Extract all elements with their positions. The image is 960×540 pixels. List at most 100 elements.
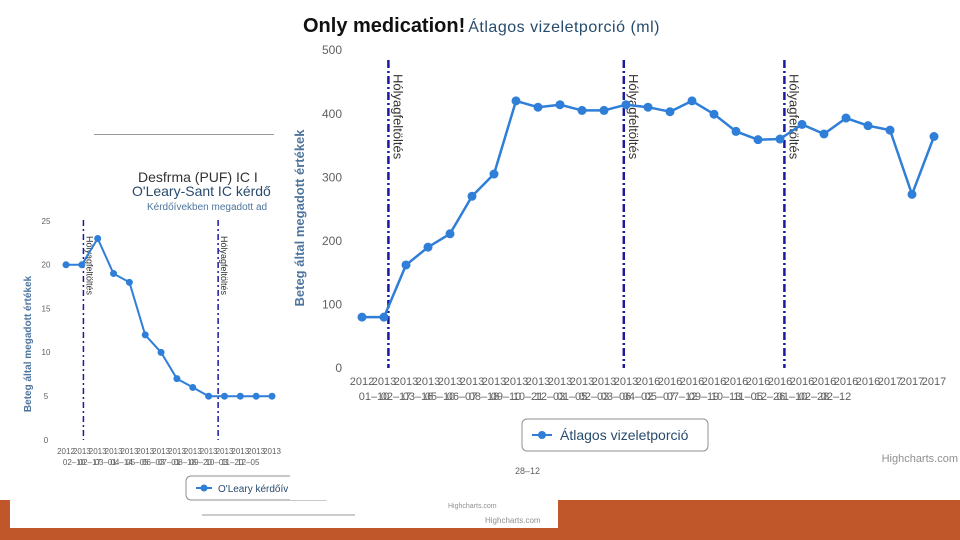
main-data-point-12[interactable]	[621, 100, 631, 110]
back-x-label-r2-9: 10–03	[205, 458, 228, 467]
urine-portion-chart: Beteg által megadott értékek 0 100 200 300 4…	[292, 43, 958, 476]
back-data-point-2[interactable]	[94, 235, 102, 243]
main-data-point-0[interactable]	[357, 312, 367, 322]
main-x-label-r2-0: 01–10	[359, 391, 390, 403]
main-x-label-r1-23: 2016	[856, 376, 880, 388]
main-x-label-r1-14: 2016	[658, 376, 682, 388]
main-x-label-r1-5: 2013	[460, 376, 484, 388]
main-data-point-14[interactable]	[665, 107, 675, 117]
back-credit-2: Highcharts.com	[485, 516, 541, 525]
main-data-point-8[interactable]	[533, 102, 543, 112]
back-x-label-r2-10: 11–20	[222, 458, 244, 467]
main-x-label-r2-12: 04–02	[623, 391, 654, 403]
back-data-point-8[interactable]	[189, 383, 197, 391]
main-x-label-r1-3: 2013	[416, 376, 440, 388]
main-y-tick-4: 400	[322, 107, 342, 121]
main-data-point-16[interactable]	[709, 109, 719, 119]
main-x-label-r2-8: 12–03	[535, 391, 566, 403]
back-x-label-r1-10: 2013	[216, 447, 234, 456]
back-y-tick-0: 0	[44, 436, 49, 445]
main-data-point-3[interactable]	[423, 242, 433, 252]
main-y-ticks: 0 100 200 300 400 500	[322, 43, 342, 375]
back-y-tick-3: 15	[42, 304, 51, 313]
main-x-label-r2-5: 08–18	[469, 391, 500, 403]
main-x-label-r1-6: 2013	[482, 376, 506, 388]
back-x-label-r2-7: 08–18	[174, 458, 197, 467]
main-data-point-25[interactable]	[907, 189, 917, 199]
back-x-label-r2-5: 06–03	[142, 458, 165, 467]
back-data-point-11[interactable]	[236, 392, 244, 400]
main-data-point-21[interactable]	[819, 129, 829, 139]
back-x-label-r1-7: 2013	[168, 447, 186, 456]
main-x-label-r2-3: 05–10	[425, 391, 456, 403]
main-x-label-r1-13: 2016	[636, 376, 660, 388]
main-data-point-9[interactable]	[555, 100, 565, 110]
main-x-label-r1-18: 2016	[746, 376, 770, 388]
main-data-point-18[interactable]	[753, 135, 763, 145]
back-x-label-r2-0: 02–10	[63, 458, 86, 467]
main-x-label-r2-14: 07–12	[667, 391, 698, 403]
back-data-point-4[interactable]	[125, 278, 133, 286]
back-credit-1: Highcharts.com	[448, 503, 497, 510]
main-data-point-4[interactable]	[445, 229, 455, 239]
main-data-point-2[interactable]	[401, 260, 411, 270]
main-x-label-r1-0: 2012	[350, 376, 374, 388]
main-data-point-20[interactable]	[797, 119, 807, 129]
main-data-point-11[interactable]	[599, 105, 609, 115]
back-data-point-0[interactable]	[62, 261, 70, 269]
main-y-tick-2: 200	[322, 234, 342, 248]
main-y-tick-0: 0	[335, 361, 342, 375]
back-data-point-1[interactable]	[78, 261, 86, 269]
main-data-point-1[interactable]	[379, 312, 389, 322]
back-data-point-13[interactable]	[268, 392, 276, 400]
main-x-label-r1-9: 2013	[548, 376, 572, 388]
back-x-label-r1-2: 2013	[89, 447, 107, 456]
back-y-tick-2: 10	[42, 348, 51, 357]
back-data-point-7[interactable]	[173, 375, 181, 383]
back-x-label-r2-4: 05–05	[126, 458, 149, 467]
back-x-label-r2-2: 03–01	[95, 458, 118, 467]
main-chart-card: Beteg által megadott értékek 0 100 200 300 4…	[290, 38, 960, 500]
back-data-point-12[interactable]	[252, 392, 260, 400]
back-x-label-r1-8: 2013	[184, 447, 202, 456]
back-data-point-9[interactable]	[205, 392, 213, 400]
separator-line	[94, 134, 274, 135]
main-data-point-24[interactable]	[885, 125, 895, 135]
back-data-point-5[interactable]	[141, 331, 149, 339]
main-legend[interactable]: Átlagos vizeletporció	[521, 418, 709, 452]
main-y-axis-title: Beteg által megadott értékek	[292, 129, 307, 307]
main-x-label-r1-11: 2013	[592, 376, 616, 388]
back-data-point-3[interactable]	[110, 270, 118, 278]
main-data-point-7[interactable]	[511, 96, 521, 106]
main-data-point-10[interactable]	[577, 105, 587, 115]
back-data-point-10[interactable]	[220, 392, 228, 400]
main-data-point-19[interactable]	[775, 134, 785, 144]
main-data-point-15[interactable]	[687, 96, 697, 106]
back-x-labels: 2012201320132013201320132013201320132013…	[57, 447, 281, 467]
back-chart-title: O'Leary-Sant IC kérdő	[132, 183, 271, 199]
main-x-label-r1-20: 2016	[790, 376, 814, 388]
main-x-label-r1-26: 2017	[922, 376, 946, 388]
back-fill-events: Hólyagfeltöltés Hólyagfeltöltés	[82, 220, 229, 440]
back-legend-label: O'Leary kérdőív értéke	[218, 484, 319, 495]
main-data-point-22[interactable]	[841, 113, 851, 123]
main-fill-event-label-0: Hólyagfeltöltés	[390, 74, 405, 160]
back-series-line	[66, 237, 272, 398]
main-data-point-26[interactable]	[929, 131, 939, 141]
main-data-point-17[interactable]	[731, 126, 741, 136]
main-x-label-r2-17: 11–05	[733, 391, 763, 403]
back-x-label-r1-13: 2013	[263, 447, 281, 456]
main-data-point-23[interactable]	[863, 121, 873, 131]
main-x-label-r2-20: 02–28	[799, 391, 830, 403]
main-data-point-5[interactable]	[467, 191, 477, 201]
back-x-label-r1-4: 2013	[120, 447, 138, 456]
slide-title-group: Only medication! Átlagos vizeletporció (m…	[303, 15, 662, 38]
back-data-point-6[interactable]	[157, 348, 165, 356]
main-data-point-6[interactable]	[489, 169, 499, 179]
main-x-label-r1-7: 2013	[504, 376, 528, 388]
main-data-point-13[interactable]	[643, 102, 653, 112]
back-chart-subtitle: Kérdőívekben megadott ad	[147, 202, 267, 213]
main-x-label-r1-12: 2013	[614, 376, 638, 388]
main-x-label-r1-15: 2016	[680, 376, 704, 388]
main-fill-event-label-2: Hólyagfeltöltés	[786, 74, 801, 160]
